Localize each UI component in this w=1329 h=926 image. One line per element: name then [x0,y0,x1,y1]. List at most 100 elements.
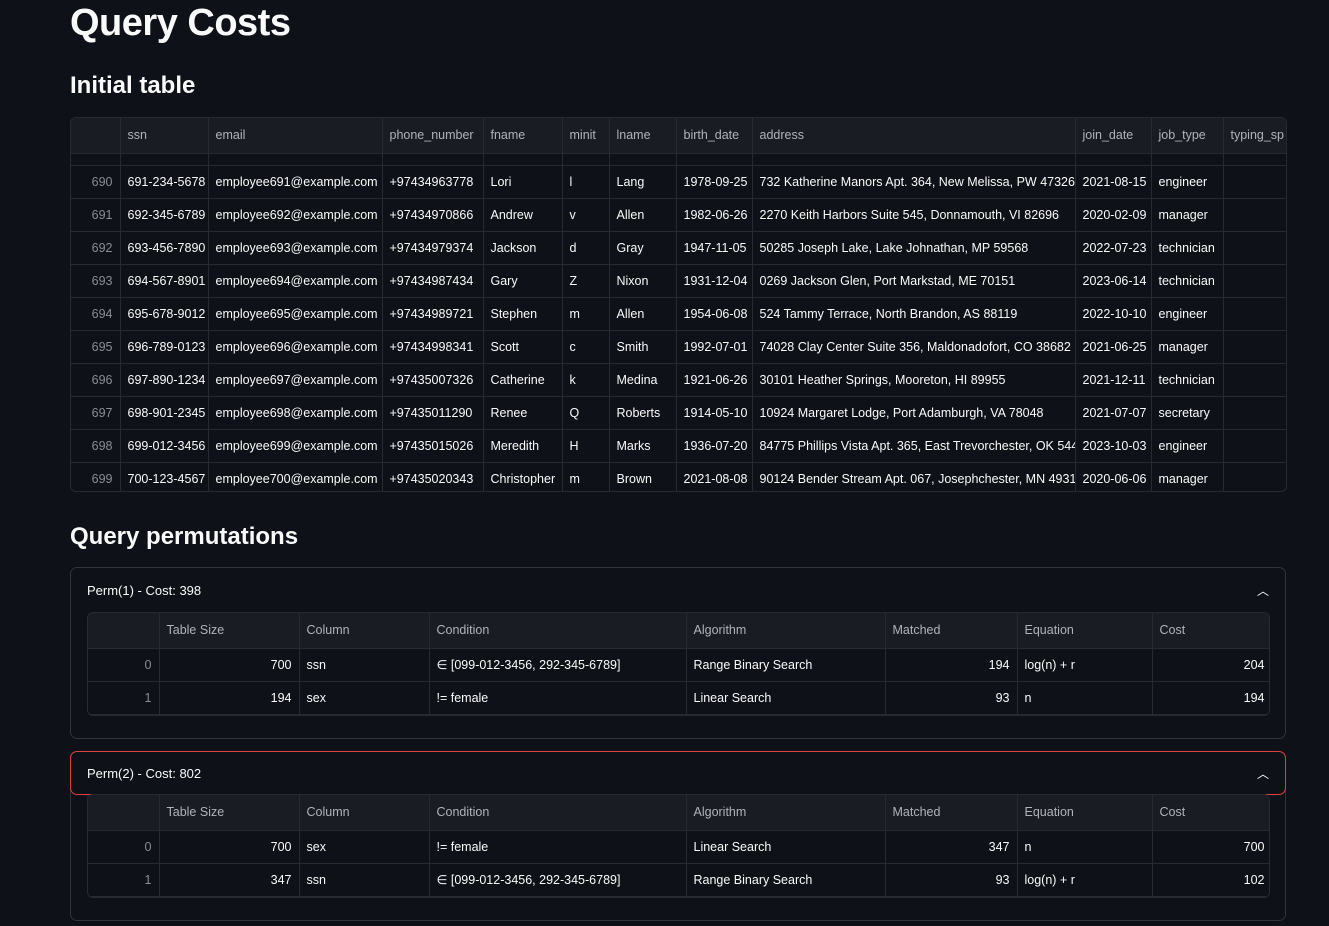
table-row[interactable]: 699 700-123-4567 employee700@example.com +9… [71,462,1286,491]
table-cell[interactable]: 2022-10-10 [1075,297,1152,331]
row-index[interactable]: 0 [88,648,160,682]
table-cell[interactable]: 102 [1152,863,1269,897]
table-cell[interactable]: employee692@example.com [208,198,383,232]
chevron-up-icon[interactable]: ︿ [1256,766,1269,781]
row-index[interactable]: 690 [71,165,121,199]
table-cell[interactable]: 1921-06-26 [676,363,753,397]
table-cell[interactable]: k [562,363,610,397]
column-header[interactable]: fname [483,118,563,154]
table-cell[interactable]: 2020-06-06 [1075,462,1152,491]
table-cell[interactable]: n [1017,830,1153,864]
table-cell[interactable]: Christopher [483,462,563,491]
table-cell[interactable]: m [562,297,610,331]
table-cell[interactable]: manager [1151,330,1224,364]
table-cell[interactable]: Roberts [609,396,677,430]
row-index[interactable]: 694 [71,297,121,331]
table-cell[interactable]: technician [1151,264,1224,298]
table-cell[interactable]: 696-789-0123 [120,330,209,364]
table-cell[interactable]: 695-678-9012 [120,297,209,331]
table-cell[interactable]: Allen [609,297,677,331]
column-header[interactable]: birth_date [676,118,753,154]
table-cell[interactable]: None [1223,429,1286,463]
table-cell[interactable]: 1936-07-20 [676,429,753,463]
table-cell[interactable]: +97435011290 [382,396,484,430]
row-index[interactable]: 1 [88,863,160,897]
table-cell[interactable]: employee700@example.com [208,462,383,491]
table-cell[interactable]: 204 [1152,648,1269,682]
table-cell[interactable]: 2021-08-08 [676,462,753,491]
table-cell[interactable]: Linear Search [686,830,886,864]
column-header[interactable]: Table Size [159,613,300,649]
row-index[interactable]: 695 [71,330,121,364]
table-cell[interactable]: 2020-02-09 [1075,198,1152,232]
row-index[interactable]: 0 [88,830,160,864]
table-cell[interactable]: Lang [609,165,677,199]
table-cell[interactable]: Lori [483,165,563,199]
table-cell[interactable]: 700 [1152,830,1269,864]
table-row[interactable]: 698 699-012-3456 employee699@example.com +9… [71,429,1286,463]
table-row[interactable]: 691 692-345-6789 employee692@example.com +9… [71,198,1286,232]
table-cell[interactable]: != female [429,830,687,864]
row-index[interactable]: 698 [71,429,121,463]
row-index[interactable]: 1 [88,681,160,715]
table-cell[interactable]: Nixon [609,264,677,298]
table-cell[interactable]: 93 [885,681,1018,715]
table-cell[interactable]: 697-890-1234 [120,363,209,397]
table-cell[interactable]: 1931-12-04 [676,264,753,298]
table-cell[interactable]: +97434970866 [382,198,484,232]
table-cell[interactable]: 2021-07-07 [1075,396,1152,430]
column-header[interactable]: join_date [1075,118,1152,154]
table-cell[interactable]: Marks [609,429,677,463]
column-header[interactable]: Column [299,795,430,831]
row-index[interactable]: 696 [71,363,121,397]
table-cell[interactable]: Scott [483,330,563,364]
table-cell[interactable]: 1947-11-05 [676,231,753,265]
table-cell[interactable]: None [1223,264,1286,298]
table-cell[interactable]: v [562,198,610,232]
column-header[interactable]: Matched [885,795,1018,831]
table-cell[interactable]: employee695@example.com [208,297,383,331]
permutation-table[interactable]: Table Size Column Condition Algorithm Matche… [87,794,1270,898]
table-cell[interactable]: Linear Search [686,681,886,715]
table-cell[interactable]: 732 Katherine Manors Apt. 364, New Melis… [752,165,1076,199]
table-cell[interactable]: Brown [609,462,677,491]
column-header[interactable] [88,613,160,649]
column-header[interactable]: Table Size [159,795,300,831]
table-cell[interactable]: 2021-12-11 [1075,363,1152,397]
table-cell[interactable]: +97434989721 [382,297,484,331]
table-cell[interactable]: 2023-06-14 [1075,264,1152,298]
table-row[interactable]: 692 693-456-7890 employee693@example.com +9… [71,231,1286,265]
column-header[interactable]: minit [562,118,610,154]
table-cell[interactable]: c [562,330,610,364]
table-cell[interactable]: H [562,429,610,463]
row-index[interactable]: 699 [71,462,121,491]
table-cell[interactable]: 2021-08-15 [1075,165,1152,199]
table-cell[interactable]: +97434963778 [382,165,484,199]
table-cell[interactable]: 194 [159,681,300,715]
table-cell[interactable]: 0269 Jackson Glen, Port Markstad, ME 701… [752,264,1076,298]
table-cell[interactable]: manager [1151,462,1224,491]
table-cell[interactable]: None [1223,330,1286,364]
table-row[interactable]: 1 347 ssn ∈ [099-012-3456, 292-345-6789] Ran… [88,863,1269,897]
table-cell[interactable]: 700 [159,648,300,682]
column-header[interactable]: Algorithm [686,613,886,649]
row-index[interactable]: 692 [71,231,121,265]
table-cell[interactable]: log(n) + r [1017,648,1153,682]
table-cell[interactable]: 1992-07-01 [676,330,753,364]
table-cell[interactable]: 74028 Clay Center Suite 356, Maldonadofo… [752,330,1076,364]
table-cell[interactable]: 10924 Margaret Lodge, Port Adamburgh, VA… [752,396,1076,430]
table-row[interactable]: 695 696-789-0123 employee696@example.com +9… [71,330,1286,364]
table-cell[interactable]: employee699@example.com [208,429,383,463]
table-cell[interactable]: ssn [299,863,430,897]
table-cell[interactable]: d [562,231,610,265]
table-row[interactable]: 693 694-567-8901 employee694@example.com +9… [71,264,1286,298]
column-header[interactable] [88,795,160,831]
table-cell[interactable]: Jackson [483,231,563,265]
column-header[interactable]: phone_number [382,118,484,154]
table-cell[interactable]: +97434987434 [382,264,484,298]
table-cell[interactable]: 2270 Keith Harbors Suite 545, Donnamouth… [752,198,1076,232]
table-cell[interactable]: 1954-06-08 [676,297,753,331]
table-cell[interactable]: employee698@example.com [208,396,383,430]
column-header[interactable]: Condition [429,613,687,649]
table-cell[interactable]: n [1017,681,1153,715]
